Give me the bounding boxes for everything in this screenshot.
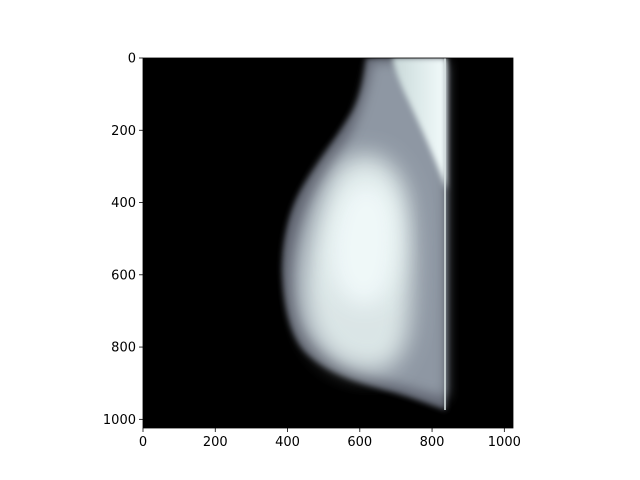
y-tick-label: 200	[111, 124, 136, 139]
x-tick-label: 0	[139, 435, 147, 450]
x-tick-label: 200	[203, 435, 228, 450]
axes-frame	[142, 57, 514, 429]
y-tick-label: 800	[111, 341, 136, 356]
x-tick-label: 600	[347, 435, 372, 450]
x-tick-label: 800	[420, 435, 445, 450]
y-tick-label: 0	[128, 52, 136, 67]
x-tick-label: 400	[275, 435, 300, 450]
y-tick-label: 600	[111, 268, 136, 283]
y-tick-label: 400	[111, 196, 136, 211]
x-tick-label: 1000	[488, 435, 521, 450]
pectoral-region	[392, 58, 446, 190]
image-edge	[444, 58, 446, 410]
x-axis: 0 200 400 600 800 1000	[139, 428, 521, 450]
dense-core	[330, 181, 398, 306]
y-axis: 0 200 400 600 800 1000	[103, 52, 143, 428]
image-panel	[143, 58, 513, 428]
y-tick-label: 1000	[103, 413, 136, 428]
